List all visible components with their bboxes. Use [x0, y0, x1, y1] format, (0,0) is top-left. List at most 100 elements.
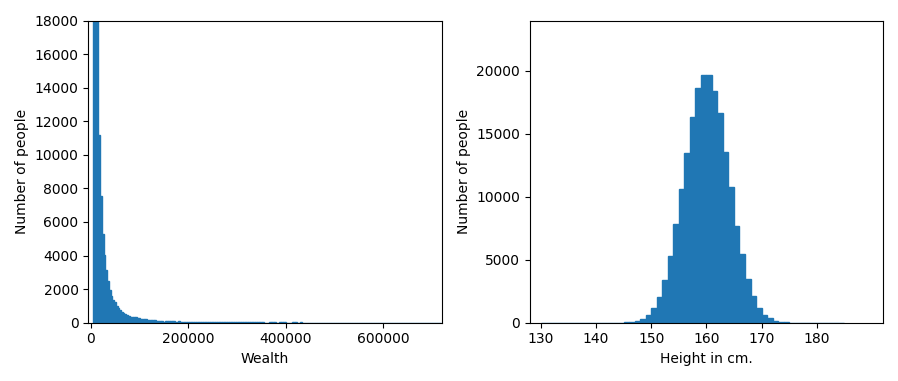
Bar — [208, 322, 210, 323]
Bar — [112, 300, 114, 323]
Bar — [166, 321, 168, 323]
Bar — [172, 321, 173, 323]
Bar — [179, 322, 180, 323]
Bar — [128, 315, 129, 323]
Bar — [695, 88, 700, 323]
Bar — [767, 318, 772, 323]
Bar — [227, 322, 229, 323]
Bar — [157, 321, 159, 323]
Bar — [192, 322, 194, 323]
Bar — [93, 0, 95, 323]
Bar — [225, 322, 227, 323]
Bar — [131, 317, 133, 323]
Bar — [762, 315, 767, 323]
Bar — [135, 317, 136, 323]
Bar — [161, 321, 163, 323]
Bar — [229, 322, 231, 323]
Bar — [248, 322, 250, 323]
Bar — [214, 322, 215, 323]
Bar — [712, 91, 718, 323]
Bar — [97, 10, 99, 323]
Bar — [163, 322, 164, 323]
Bar — [123, 313, 125, 323]
Y-axis label: Number of people: Number of people — [456, 109, 471, 234]
Bar — [180, 322, 182, 323]
Bar — [205, 322, 207, 323]
Bar — [125, 314, 127, 323]
Bar — [779, 322, 784, 323]
Bar — [175, 322, 177, 323]
Bar — [623, 322, 629, 323]
Bar — [684, 153, 690, 323]
Y-axis label: Number of people: Number of people — [15, 109, 29, 234]
Bar — [194, 322, 196, 323]
Bar — [668, 256, 674, 323]
Bar — [756, 308, 762, 323]
Bar — [222, 322, 224, 323]
Bar — [110, 296, 112, 323]
Bar — [187, 322, 189, 323]
Bar — [189, 322, 190, 323]
Bar — [127, 315, 128, 323]
Bar — [640, 319, 646, 323]
Bar — [154, 320, 156, 323]
Bar — [635, 321, 640, 323]
Bar — [159, 321, 161, 323]
Bar — [184, 322, 185, 323]
Bar — [105, 270, 107, 323]
Bar — [218, 322, 220, 323]
Bar — [629, 322, 635, 323]
X-axis label: Wealth: Wealth — [241, 352, 289, 366]
Bar — [220, 322, 222, 323]
Bar — [212, 322, 214, 323]
Bar — [107, 282, 109, 323]
Bar — [662, 280, 668, 323]
Bar — [707, 75, 712, 323]
Bar — [133, 317, 135, 323]
Bar — [147, 320, 149, 323]
Bar — [723, 152, 728, 323]
Bar — [100, 196, 101, 323]
Bar — [728, 187, 734, 323]
Bar — [679, 189, 684, 323]
Bar — [185, 322, 187, 323]
Bar — [772, 321, 779, 323]
Bar — [101, 234, 103, 323]
Bar — [145, 319, 147, 323]
Bar — [99, 135, 100, 323]
Bar — [164, 321, 166, 323]
Bar — [784, 322, 789, 323]
Bar — [136, 318, 138, 323]
Bar — [138, 318, 140, 323]
Bar — [718, 113, 723, 323]
Bar — [190, 322, 192, 323]
Bar — [173, 322, 175, 323]
Bar — [216, 322, 218, 323]
Bar — [238, 322, 240, 323]
Bar — [114, 302, 116, 323]
Bar — [651, 308, 656, 323]
Bar — [751, 296, 756, 323]
Bar — [739, 254, 745, 323]
Bar — [168, 321, 170, 323]
Bar — [250, 322, 251, 323]
Bar — [118, 309, 119, 323]
Bar — [207, 322, 208, 323]
Bar — [734, 226, 739, 323]
Bar — [674, 224, 679, 323]
Bar — [153, 320, 154, 323]
Bar — [646, 315, 651, 323]
Bar — [690, 117, 695, 323]
Bar — [177, 322, 179, 323]
Bar — [656, 297, 662, 323]
Bar — [142, 319, 144, 323]
Bar — [201, 322, 203, 323]
Bar — [121, 312, 123, 323]
Bar — [234, 322, 236, 323]
Bar — [149, 320, 151, 323]
Bar — [210, 322, 212, 323]
Bar — [196, 322, 198, 323]
Bar — [103, 255, 105, 323]
Bar — [116, 306, 118, 323]
Bar — [215, 322, 216, 323]
